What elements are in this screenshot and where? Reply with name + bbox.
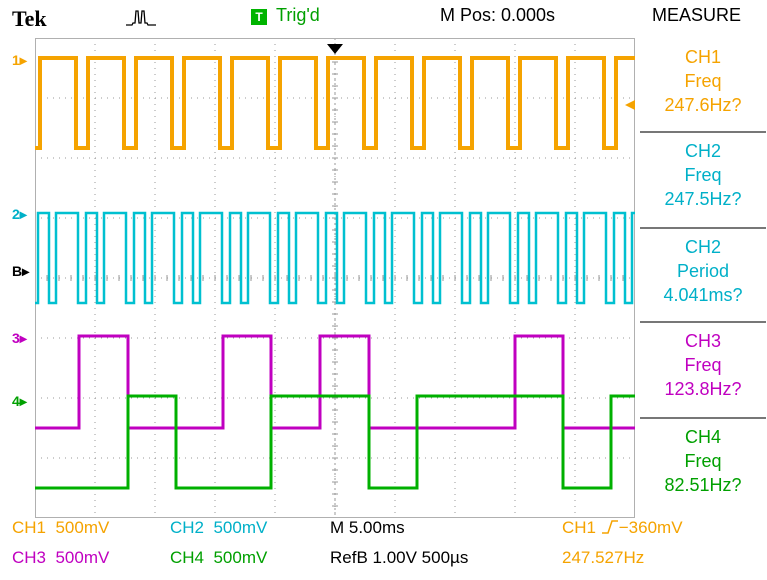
ch4-trace bbox=[35, 394, 635, 490]
ch2-trace bbox=[35, 211, 635, 305]
ch1-scale: 500mV bbox=[55, 518, 110, 537]
measurement-value: 247.5Hz? bbox=[664, 189, 742, 209]
trigger-readout: CH1 −360mV bbox=[562, 518, 683, 538]
ch3-trace bbox=[35, 334, 635, 430]
measurement-ch3-freq[interactable]: CH3 Freq 123.8Hz? bbox=[640, 329, 766, 401]
ch4-marker: 4▸ bbox=[12, 393, 27, 409]
brand-logo: Tek bbox=[12, 6, 47, 31]
ch2-label: CH2 bbox=[170, 518, 205, 537]
trigger-level-marker bbox=[625, 100, 635, 110]
divider bbox=[640, 227, 766, 229]
measurement-type: Freq bbox=[684, 451, 722, 471]
ch3-marker: 3▸ bbox=[12, 330, 27, 346]
measurement-value: 4.041ms? bbox=[663, 285, 743, 305]
ch2-scale-readout: CH2 500mV bbox=[170, 518, 267, 538]
measurement-value: 247.6Hz? bbox=[664, 95, 742, 115]
measurement-type: Period bbox=[676, 261, 730, 281]
divider bbox=[640, 131, 766, 133]
measurement-value: 82.51Hz? bbox=[664, 475, 742, 495]
trigger-badge: T bbox=[251, 9, 267, 25]
refb-readout: RefB 1.00V 500µs bbox=[330, 548, 469, 567]
ch1-label: CH1 bbox=[12, 518, 47, 537]
waveform-display[interactable] bbox=[35, 38, 635, 518]
measurement-source: CH4 bbox=[684, 427, 721, 447]
ch3-scale: 500mV bbox=[55, 548, 110, 567]
measurement-value: 123.8Hz? bbox=[664, 379, 742, 399]
measurement-ch2-period[interactable]: CH2 Period 4.041ms? bbox=[640, 235, 766, 307]
measurement-source: CH2 bbox=[684, 237, 721, 257]
ch4-scale: 500mV bbox=[213, 548, 268, 567]
divider bbox=[640, 321, 766, 323]
measurement-ch2-freq[interactable]: CH2 Freq 247.5Hz? bbox=[640, 139, 766, 211]
measurement-type: Freq bbox=[684, 165, 722, 185]
ch2-scale: 500mV bbox=[213, 518, 268, 537]
graticule bbox=[35, 38, 635, 518]
divider bbox=[640, 417, 766, 419]
ch4-scale-readout: CH4 500mV bbox=[170, 548, 267, 568]
refb-marker: B▸ bbox=[12, 263, 30, 279]
measurement-source: CH3 bbox=[684, 331, 721, 351]
measurement-ch4-freq[interactable]: CH4 Freq 82.51Hz? bbox=[640, 425, 766, 497]
ch1-trace bbox=[35, 56, 635, 150]
ch1-marker: 1▸ bbox=[12, 52, 27, 68]
trigger-frequency-readout: 247.527Hz bbox=[562, 548, 645, 567]
ch3-scale-readout: CH3 500mV bbox=[12, 548, 109, 568]
acquire-mode-icon bbox=[126, 10, 156, 26]
ch1-scale-readout: CH1 500mV bbox=[12, 518, 109, 538]
trigger-position-marker bbox=[327, 44, 343, 54]
status-bar: Tek T Trig'd M Pos: 0.000s MEASURE bbox=[0, 0, 767, 38]
measurement-type: Freq bbox=[684, 71, 722, 91]
rising-edge-icon bbox=[601, 520, 618, 534]
measurement-source: CH1 bbox=[684, 47, 721, 67]
horizontal-position-readout: M Pos: 0.000s bbox=[440, 5, 556, 25]
trigger-level: −360mV bbox=[618, 518, 683, 537]
ch3-label: CH3 bbox=[12, 548, 47, 567]
measurement-ch1-freq[interactable]: CH1 Freq 247.6Hz? bbox=[640, 45, 766, 117]
ch4-label: CH4 bbox=[170, 548, 205, 567]
menu-title: MEASURE bbox=[652, 5, 742, 25]
measurement-source: CH2 bbox=[684, 141, 721, 161]
trigger-source: CH1 bbox=[562, 518, 597, 537]
measurement-type: Freq bbox=[684, 355, 722, 375]
trigger-status: Trig'd bbox=[276, 5, 320, 25]
timebase-readout: M 5.00ms bbox=[330, 518, 405, 537]
ch2-marker: 2▸ bbox=[12, 206, 27, 222]
